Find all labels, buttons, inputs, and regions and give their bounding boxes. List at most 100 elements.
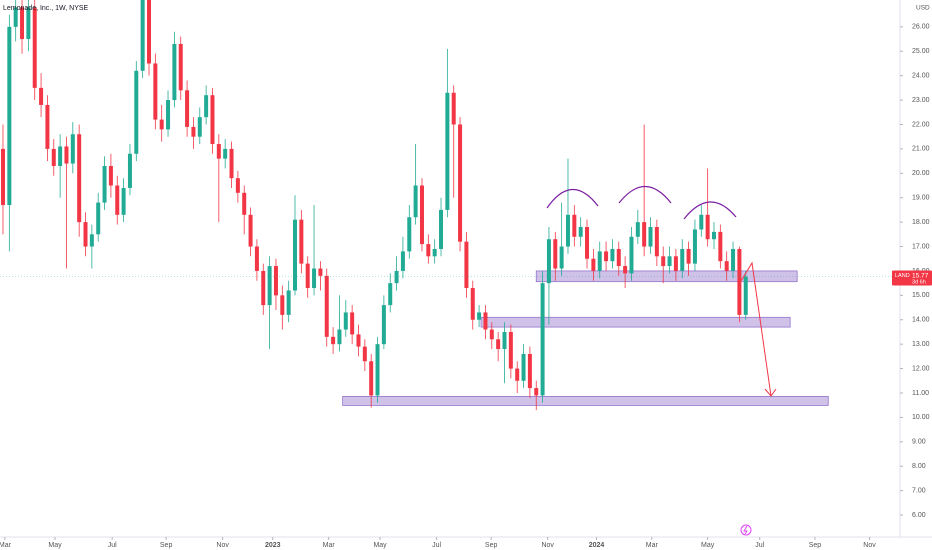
y-tick-label: 7.00 [912,487,926,494]
candle-body [115,185,120,215]
x-tick-label: Jul [432,542,441,549]
candle-body [527,353,532,389]
candle-body [121,187,126,215]
y-tick-label: 25.00 [912,48,930,55]
candle-body [731,248,736,271]
candle-body [197,117,202,137]
candle-body [597,251,602,271]
candle-body [305,263,310,289]
y-tick-label: 6.00 [912,512,926,519]
candle-body [470,288,475,320]
candle-body [572,214,577,237]
candle-body [312,268,317,289]
y-tick-label: 14.00 [912,317,930,324]
candle-body [534,388,539,396]
candle-body [96,202,101,235]
y-tick-label: 22.00 [912,121,930,128]
candle-body [7,26,12,206]
support-zone [480,316,791,328]
candle-body [140,0,145,71]
candle-body [496,339,501,350]
candle-body [692,229,697,264]
candle-body [578,227,583,237]
candle-body [64,146,69,164]
y-tick-label: 18.00 [912,219,930,226]
candle-body [483,312,488,330]
candle-body [743,276,748,315]
candle-body [178,43,183,91]
y-tick-label: 8.00 [912,463,926,470]
candle-body [216,144,221,159]
candle-body [20,7,25,40]
candle-body [388,283,393,306]
candle-body [293,219,298,291]
y-tick-label: 15.00 [912,292,930,299]
candle-body [686,248,691,264]
plot-area [0,0,900,411]
candle-body [521,353,526,381]
candle-body [318,268,323,276]
y-tick-label: 10.00 [912,414,930,421]
candle-body [673,256,678,271]
candle-body [648,227,653,247]
candle-body [356,334,361,347]
candle-body [711,231,716,240]
y-tick-label: 9.00 [912,439,926,446]
x-tick-label: 2023 [265,542,281,549]
candle-body [102,165,107,203]
candle-body [445,92,450,210]
y-tick-label: 23.00 [912,97,930,104]
candle-body [273,266,278,296]
candle-body [337,329,342,345]
x-tick-label: May [48,542,62,549]
candle-body [381,305,386,345]
candle-body [591,258,596,271]
x-tick-label: Nov [216,542,229,549]
candle-body [134,70,139,154]
candle-body [407,217,412,252]
candle-body [362,346,367,362]
x-tick-label: Mar [0,542,12,549]
candle-body [32,7,37,88]
x-tick-label: May [373,542,387,549]
candle-body [267,266,272,306]
x-tick-label: Sep [160,542,173,549]
candle-body [585,227,590,259]
candle-body [604,251,609,262]
candle-body [70,134,75,164]
y-tick-label: 24.00 [912,73,930,80]
candle-body [680,248,685,271]
candle-body [705,214,710,240]
candle-body [464,241,469,289]
projection-arrow [740,261,772,397]
candle-body [83,222,88,247]
candle-body [546,239,551,284]
candle-body [508,331,513,369]
candle-body [559,246,564,269]
x-tick-label: Jul [755,542,764,549]
candle-body [610,248,615,262]
candle-body [153,63,158,120]
support-zone [342,396,829,406]
x-tick-label: Nov [863,542,876,549]
candle-body [426,244,431,257]
candle-body [185,90,190,127]
candle-body [235,178,240,193]
last-price-label: 15.77 [912,272,929,279]
y-tick-label: 12.00 [912,365,930,372]
candle-body [159,119,164,130]
candle-body [413,185,418,218]
candle-body [331,336,336,345]
candle-body [242,192,247,215]
candle-body [26,7,31,40]
candle-body [0,148,5,206]
candle-body [540,283,545,396]
candle-body [254,246,259,271]
candle-body [718,231,723,262]
y-tick-label: 13.00 [912,341,930,348]
candle-body [451,92,456,125]
candle-body [502,331,507,350]
candle-body [439,209,444,249]
symbol-label: LAND [895,273,910,279]
x-tick-label: 2024 [589,542,605,549]
